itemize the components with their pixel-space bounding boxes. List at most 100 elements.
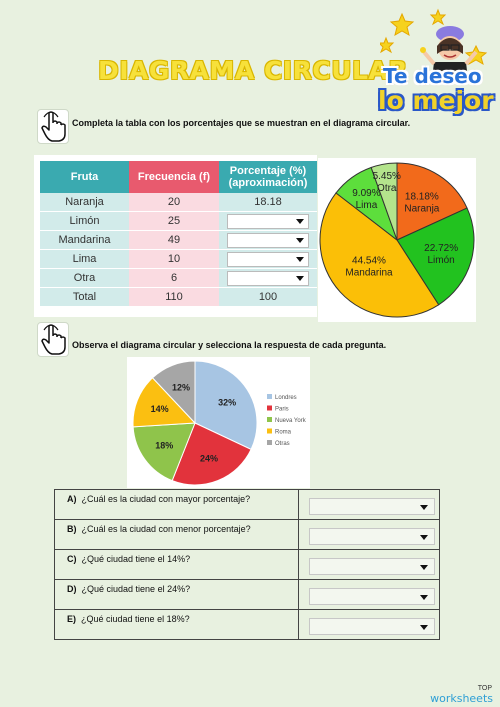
legend-swatch (267, 440, 272, 445)
table-row: Lima 10 (40, 249, 317, 269)
pie-slice-nueva-york (132, 422, 196, 482)
chevron-down-icon (420, 534, 428, 540)
fruit-cell: Lima (40, 249, 129, 269)
data-label: 24% (200, 453, 218, 463)
fruit-cell: Naranja (40, 193, 129, 212)
pct-select-otra[interactable] (227, 270, 309, 286)
pct-select-mandarina[interactable] (227, 232, 309, 248)
avatar-decoration (377, 0, 495, 125)
fruit-cell: Otra (40, 268, 129, 288)
legend-label: Roma (275, 430, 292, 436)
freq-cell: 10 (129, 249, 219, 269)
city-pie-chart: 32% 24% 18% 14% 12% Londres Paris Nueva York Rom… (132, 360, 307, 486)
brand-top: TOP (477, 685, 492, 692)
data-label: 12% (172, 383, 190, 393)
slogan-line-1: Te deseo (383, 64, 482, 88)
question-row: A) ¿Cuál es la ciudad con mayor porcenta… (54, 489, 440, 520)
hand-pointer-icon (37, 322, 69, 357)
pct-select-lima[interactable] (227, 251, 309, 267)
question-letter: C) (67, 554, 77, 564)
fruit-pie-chart-panel: 18.18% Naranja 22.72% Limón 44.54% Mandarina 9… (318, 158, 476, 322)
slice-name-label: Lima (356, 200, 378, 211)
total-pct: 100 (219, 287, 317, 307)
freq-cell: 20 (129, 193, 219, 212)
legend-swatch (267, 394, 272, 399)
slice-name-label: Naranja (404, 203, 439, 214)
legend-swatch (267, 428, 272, 434)
fruit-cell: Limón (40, 211, 129, 231)
question-text: ¿Cuál es la ciudad con mayor porcentaje? (81, 494, 251, 504)
brand-logo[interactable]: worksheets (430, 692, 493, 705)
data-label: 44.54% (352, 256, 386, 267)
hand-pointer-icon (37, 109, 69, 144)
header-fruta: Fruta (40, 161, 129, 193)
total-label: Total (40, 287, 129, 307)
question-text: ¿Cuál es la ciudad con menor porcentaje? (81, 524, 251, 534)
pie-slice-otras (151, 360, 196, 425)
pie-slice-roma (132, 377, 197, 428)
slice-name-label: Otra (377, 183, 397, 194)
question-letter: D) (67, 584, 77, 594)
data-label: 18% (155, 440, 173, 450)
table-row: Limón 25 (40, 211, 317, 231)
pie-slice-paris (171, 422, 252, 486)
data-label: 32% (218, 398, 236, 408)
chevron-down-icon (420, 594, 428, 600)
instruction-1: Completa la tabla con los porcentajes qu… (72, 118, 411, 128)
chevron-down-icon (420, 504, 428, 510)
frequency-table-panel: Fruta Frecuencia (f) Porcentaje (%) (apr… (34, 155, 317, 317)
answer-select-c[interactable] (309, 557, 435, 575)
legend-label: Paris (275, 407, 289, 413)
pct-select-limon[interactable] (227, 213, 309, 229)
question-letter: E) (67, 614, 76, 624)
question-text: ¿Qué ciudad tiene el 18%? (81, 614, 190, 624)
questions-table: A) ¿Cuál es la ciudad con mayor porcenta… (54, 489, 440, 640)
table-row: Naranja 20 18.18 (40, 193, 317, 212)
question-row: E) ¿Qué ciudad tiene el 18%? (54, 609, 440, 640)
legend-label: Otras (275, 441, 290, 447)
pie-slice-mandarina (319, 192, 440, 318)
question-text: ¿Qué ciudad tiene el 14%? (81, 554, 191, 564)
chevron-down-icon (296, 275, 304, 281)
legend-swatch (267, 405, 272, 411)
slogan-line-2: lo mejor (378, 86, 494, 115)
data-label: 9.09% (352, 188, 380, 199)
chevron-down-icon (420, 624, 428, 630)
instruction-2: Observa el diagrama circular y seleccion… (72, 340, 387, 350)
table-row: Otra 6 (40, 268, 317, 288)
data-label: 18.18% (405, 191, 439, 202)
freq-cell: 49 (129, 230, 219, 250)
legend-label: Londres (275, 395, 297, 401)
fruit-pie-chart: 18.18%Naranja 22.72%Limón 44.54%Mandarina 9… (319, 162, 475, 318)
question-letter: A) (67, 494, 77, 504)
table-row: Mandarina 49 (40, 230, 317, 250)
answer-select-b[interactable] (309, 527, 435, 545)
header-porcentaje: Porcentaje (%) (aproximación) (219, 161, 317, 193)
chevron-down-icon (296, 218, 304, 224)
question-text: ¿Qué ciudad tiene el 24%? (81, 584, 191, 594)
question-row: D) ¿Qué ciudad tiene el 24%? (54, 579, 440, 610)
chevron-down-icon (420, 564, 428, 570)
pie-slice-londres (194, 360, 258, 451)
total-freq: 110 (129, 287, 219, 307)
answer-select-a[interactable] (309, 497, 435, 515)
slice-name-label: Mandarina (345, 268, 393, 279)
freq-cell: 25 (129, 211, 219, 231)
pie-slice-naranja (396, 162, 468, 241)
slice-name-label: Limón (428, 255, 455, 266)
data-label: 14% (151, 404, 169, 414)
chevron-down-icon (296, 237, 304, 243)
table-row-total: Total 110 100 (40, 287, 317, 307)
frequency-table: Fruta Frecuencia (f) Porcentaje (%) (apr… (40, 161, 317, 307)
pie-slice-limón (396, 207, 475, 306)
city-pie-chart-panel: 32% 24% 18% 14% 12% Londres Paris Nueva York Rom… (127, 357, 310, 488)
legend-label: Nueva York (275, 418, 307, 424)
data-label: 22.72% (424, 243, 458, 254)
freq-cell: 6 (129, 268, 219, 288)
answer-select-d[interactable] (309, 587, 435, 605)
legend-swatch (267, 417, 272, 422)
avatar (420, 26, 478, 80)
data-label: 5.45% (373, 171, 401, 182)
page-title: DIAGRAMA CIRCULAR (98, 56, 409, 85)
answer-select-e[interactable] (309, 617, 435, 635)
